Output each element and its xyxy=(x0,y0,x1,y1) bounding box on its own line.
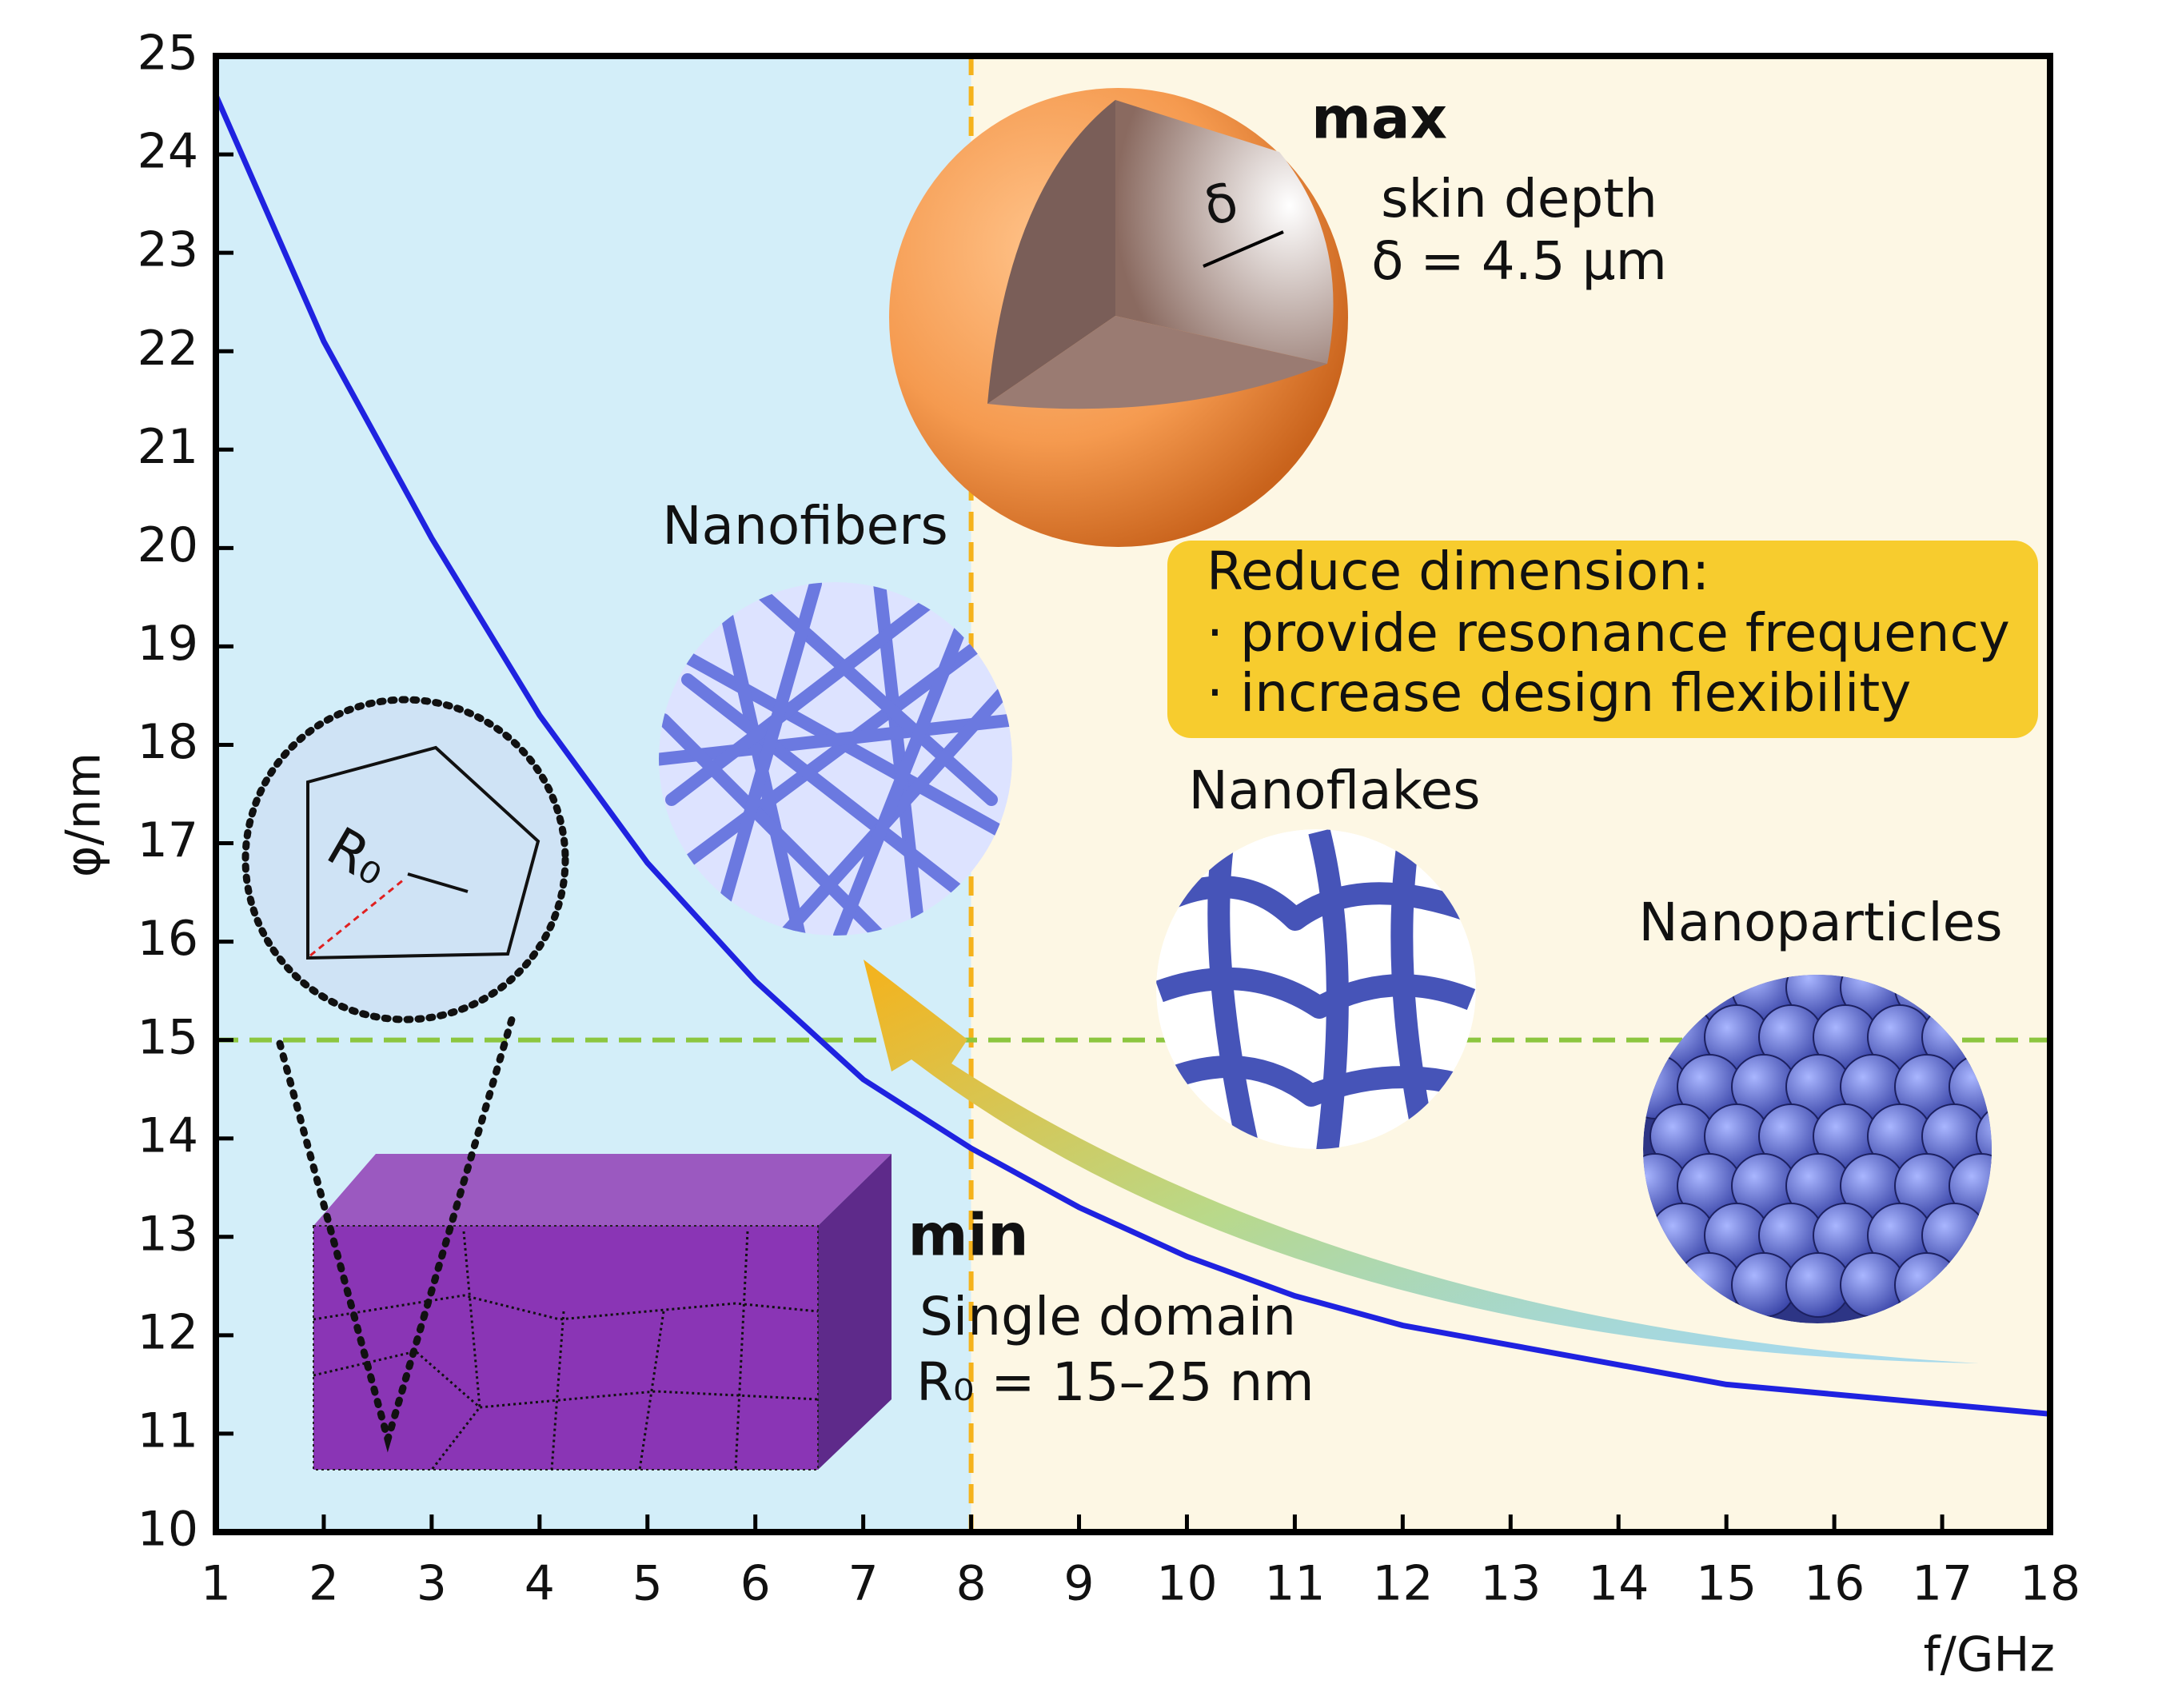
y-tick-label: 25 xyxy=(138,26,198,82)
x-tick-label: 2 xyxy=(309,1556,339,1612)
single-domain: Single domain xyxy=(919,1286,1296,1347)
min-label: min xyxy=(908,1202,1029,1269)
zoom-circle xyxy=(241,696,569,1024)
box-title: Reduce dimension: xyxy=(1207,541,1709,602)
annotations: max skin depth δ = 4.5 μm δ Nanofibers N… xyxy=(317,85,2010,1414)
y-tick-label: 14 xyxy=(138,1107,198,1163)
y-tick-label: 21 xyxy=(138,419,198,475)
y-tick-label: 20 xyxy=(138,517,198,573)
x-tick-label: 16 xyxy=(1804,1556,1865,1612)
particle xyxy=(1976,1103,1992,1169)
nanoflakes-image xyxy=(1156,829,1476,1149)
y-tick-label: 24 xyxy=(138,124,198,180)
nanoparticles-label: Nanoparticles xyxy=(1638,892,2002,953)
nanoflakes-label: Nanoflakes xyxy=(1189,760,1481,821)
x-tick-label: 3 xyxy=(417,1556,447,1612)
sphere-cut xyxy=(1115,100,1334,364)
x-tick-label: 5 xyxy=(632,1556,663,1612)
y-axis-label: φ/nm xyxy=(56,752,112,877)
y-tick-label: 22 xyxy=(138,321,198,377)
delta-value: δ = 4.5 μm xyxy=(1371,230,1667,292)
x-tick-label: 15 xyxy=(1696,1556,1757,1612)
x-axis-label: f/GHz xyxy=(1924,1627,2055,1683)
x-tick-label: 9 xyxy=(1063,1556,1094,1612)
data-line xyxy=(213,94,2051,1417)
sphere-cut-side xyxy=(987,100,1115,404)
depth-arrow xyxy=(1203,230,1284,268)
note-box xyxy=(1167,541,2038,738)
y-tick-label: 15 xyxy=(138,1009,198,1065)
nanofibers-label: Nanofibers xyxy=(662,495,948,557)
domain-walls xyxy=(313,1231,819,1471)
x-tick-label: 6 xyxy=(740,1556,771,1612)
x-tick-label: 7 xyxy=(848,1556,879,1612)
skin-depth: skin depth xyxy=(1381,168,1657,229)
sphere-cut-bottom xyxy=(987,316,1327,409)
big-arrow xyxy=(864,960,1979,1363)
max-label: max xyxy=(1311,85,1447,152)
x-tick-label: 13 xyxy=(1480,1556,1541,1612)
moment-arrow xyxy=(407,872,469,893)
y-tick-label: 16 xyxy=(138,911,198,967)
nanofibers-image xyxy=(659,582,1012,936)
block-top xyxy=(313,1154,892,1226)
x-tick-label: 8 xyxy=(955,1556,986,1612)
y-tick-label: 12 xyxy=(138,1304,198,1360)
x-tick-label: 17 xyxy=(1912,1556,1973,1612)
x-tick-label: 11 xyxy=(1264,1556,1325,1612)
plot-frame xyxy=(213,53,2053,1535)
y-tick-label: 11 xyxy=(138,1403,198,1459)
x-tick-label: 1 xyxy=(201,1556,231,1612)
y-tick-label: 18 xyxy=(138,714,198,770)
x-tick-label: 10 xyxy=(1156,1556,1217,1612)
box-line: · increase design flexibility xyxy=(1207,662,1911,724)
radius-arrow xyxy=(309,878,405,957)
y-tick-label: 17 xyxy=(138,812,198,868)
zoom-lines xyxy=(276,1016,516,1453)
block-side xyxy=(818,1154,892,1470)
x-tick-label: 12 xyxy=(1372,1556,1433,1612)
x-tick-label: 14 xyxy=(1588,1556,1649,1612)
grain xyxy=(306,745,540,960)
x-tick-label: 18 xyxy=(2020,1556,2080,1612)
illustrations xyxy=(241,88,2038,1471)
y-tick-label: 23 xyxy=(138,222,198,278)
x-tick-label: 4 xyxy=(525,1556,555,1612)
y-tick-label: 10 xyxy=(138,1502,198,1558)
r0-value: R₀ = 15–25 nm xyxy=(916,1351,1314,1413)
box-line: · provide resonance frequency xyxy=(1207,602,2010,664)
block-front xyxy=(313,1225,819,1471)
y-tick-label: 13 xyxy=(138,1206,198,1262)
y-tick-label: 19 xyxy=(138,616,198,672)
